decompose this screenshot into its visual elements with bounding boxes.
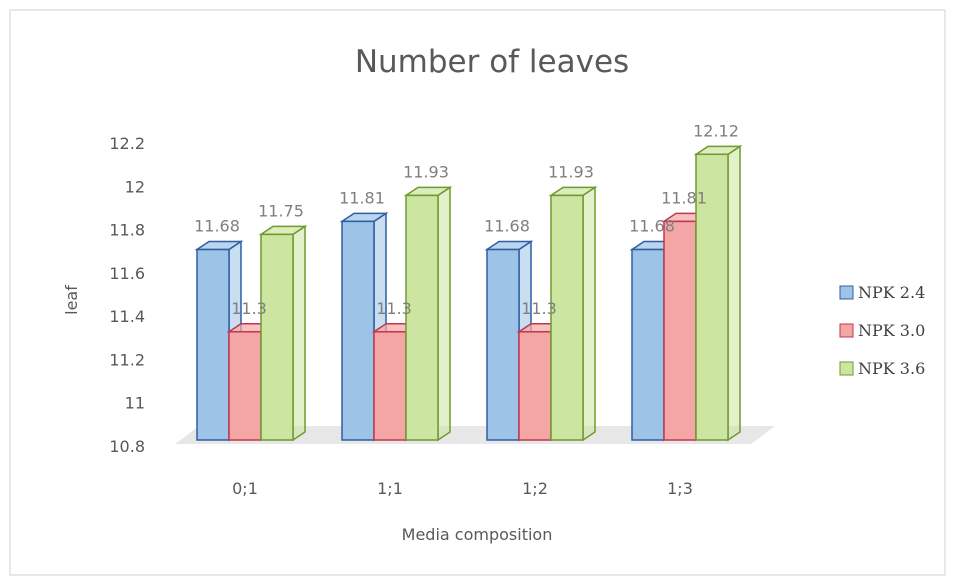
y-tick-label: 11 bbox=[125, 394, 145, 413]
y-tick-label: 12.2 bbox=[109, 134, 145, 153]
bar-NPK-36-0-1 bbox=[258, 224, 308, 442]
bar-front bbox=[631, 248, 665, 441]
legend-label: NPK 2.4 bbox=[858, 283, 925, 302]
chart-border bbox=[9, 9, 946, 576]
bar-front bbox=[260, 233, 294, 441]
data-label: 12.12 bbox=[693, 121, 739, 140]
legend-swatch bbox=[839, 361, 854, 376]
data-label: 11.68 bbox=[484, 217, 530, 236]
bar-front bbox=[196, 248, 230, 441]
x-tick-label: 1;2 bbox=[522, 479, 548, 498]
data-label: 11.68 bbox=[629, 217, 675, 236]
legend: NPK 2.4 NPK 3.0 NPK 3.6 bbox=[839, 283, 925, 378]
data-label: 11.3 bbox=[231, 299, 267, 318]
legend-label: NPK 3.0 bbox=[858, 321, 925, 340]
data-labels: 11.68 11.3 11.75 11.81 11.3 11.93 11.68 11.3 11.… bbox=[194, 121, 739, 317]
data-label: 11.81 bbox=[339, 188, 385, 207]
x-tick-label: 0;1 bbox=[232, 479, 258, 498]
chart-title: Number of leaves bbox=[355, 44, 629, 80]
y-tick-label: 11.8 bbox=[109, 221, 145, 240]
y-tick-label: 10.8 bbox=[109, 437, 145, 456]
data-label: 11.93 bbox=[548, 162, 594, 181]
bar-NPK-36-1-2 bbox=[548, 186, 598, 442]
bar-front bbox=[341, 220, 375, 441]
bar-front bbox=[405, 194, 439, 441]
data-label: 11.3 bbox=[521, 299, 557, 318]
bar-front bbox=[695, 153, 729, 441]
x-tick-label: 1;3 bbox=[667, 479, 693, 498]
legend-swatch bbox=[839, 285, 854, 300]
bar-front bbox=[373, 331, 407, 441]
bar-NPK-36-1-3 bbox=[693, 144, 743, 442]
bar-front bbox=[486, 248, 520, 441]
x-axis-ticks: 0;1 1;1 1;2 1;3 bbox=[232, 479, 693, 498]
bar-front bbox=[663, 220, 697, 441]
legend-label: NPK 3.6 bbox=[858, 359, 925, 378]
data-label: 11.68 bbox=[194, 217, 240, 236]
bar-side bbox=[727, 144, 741, 442]
bar-side bbox=[437, 186, 451, 442]
chart-floor bbox=[175, 426, 775, 444]
y-tick-label: 11.2 bbox=[109, 350, 145, 369]
data-label: 11.75 bbox=[258, 201, 304, 220]
data-label: 11.81 bbox=[661, 188, 707, 207]
x-axis-label: Media composition bbox=[402, 525, 553, 544]
bar-front bbox=[228, 331, 262, 441]
y-axis-ticks: 10.8 11 11.2 11.4 11.6 11.8 12 12.2 bbox=[109, 134, 145, 456]
x-tick-label: 1;1 bbox=[377, 479, 403, 498]
y-tick-label: 11.6 bbox=[109, 264, 145, 283]
bars bbox=[194, 144, 743, 442]
bar-NPK-36-1-1 bbox=[403, 186, 453, 442]
legend-swatch bbox=[839, 323, 854, 338]
bar-front bbox=[518, 331, 552, 441]
bar-side bbox=[292, 224, 306, 442]
data-label: 11.3 bbox=[376, 299, 412, 318]
bar-side bbox=[582, 186, 596, 442]
y-tick-label: 11.4 bbox=[109, 307, 145, 326]
y-tick-label: 12 bbox=[125, 177, 145, 196]
bar-front bbox=[550, 194, 584, 441]
y-axis-label: leaf bbox=[62, 285, 81, 315]
data-label: 11.93 bbox=[403, 162, 449, 181]
floor-plane bbox=[175, 426, 775, 444]
